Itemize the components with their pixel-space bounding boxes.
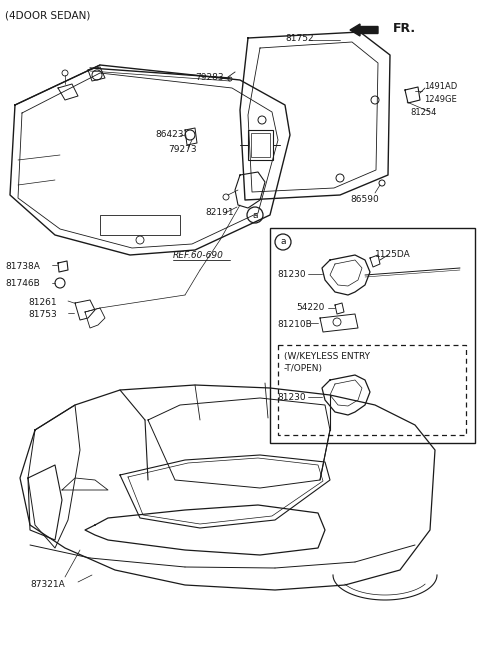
Text: (W/KEYLESS ENTRY: (W/KEYLESS ENTRY [284,352,370,361]
Text: 81254: 81254 [410,108,436,117]
Text: 86590: 86590 [350,195,379,204]
Bar [100,215,180,235]
Text: 81210B: 81210B [277,320,312,329]
Text: 54220: 54220 [296,303,324,312]
Text: 86423: 86423 [155,130,183,139]
Bar [278,345,466,435]
Text: 81261: 81261 [28,298,57,307]
Text: 82191: 82191 [205,208,234,217]
Text: (4DOOR SEDAN): (4DOOR SEDAN) [5,10,90,20]
Text: -T/OPEN): -T/OPEN) [284,364,323,373]
Bar [270,228,475,443]
Bar [248,130,273,160]
Text: 79283: 79283 [195,73,224,82]
Text: a: a [280,237,286,247]
Text: 1249GE: 1249GE [424,95,457,104]
Text: 1125DA: 1125DA [375,250,411,259]
FancyArrow shape [350,24,378,36]
Text: 1491AD: 1491AD [424,82,457,91]
Text: 81230: 81230 [277,270,306,279]
Text: 79273: 79273 [168,145,197,154]
Text: REF.60-690: REF.60-690 [173,251,224,260]
Text: 81230: 81230 [277,393,306,402]
Text: 81753: 81753 [28,310,57,319]
Text: 81752: 81752 [285,34,313,43]
Text: 81738A: 81738A [5,262,40,271]
Bar [251,133,270,157]
Text: 87321A: 87321A [30,580,65,589]
Text: 81746B: 81746B [5,279,40,288]
Text: FR.: FR. [393,22,416,35]
Text: a: a [252,211,258,220]
